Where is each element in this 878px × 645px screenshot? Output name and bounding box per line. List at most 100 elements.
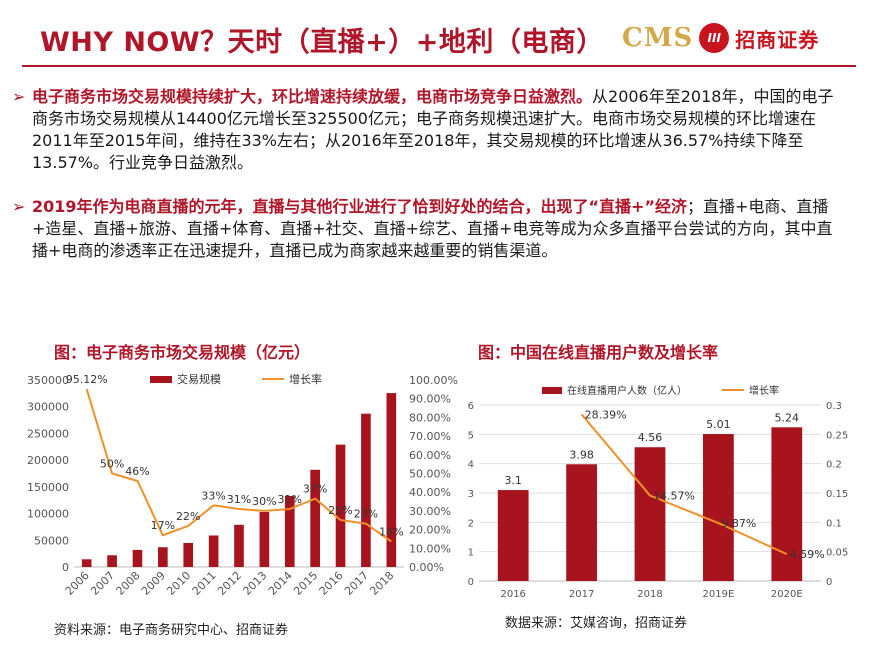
x-category-label: 2014	[266, 569, 295, 598]
right-axis-tick-label: 60.00%	[409, 449, 451, 462]
bar	[335, 444, 346, 567]
left-axis-tick-label: 2	[468, 518, 474, 529]
right-axis-tick-label: 90.00%	[409, 393, 451, 406]
bar	[107, 555, 117, 567]
bar	[158, 547, 168, 567]
x-category-label: 2020E	[771, 589, 803, 600]
bar-value-label: 3.1	[504, 474, 522, 487]
paragraph-market-scale: ➢ 电子商务市场交易规模持续扩大，环比增速持续放缓，电商市场竞争日益激烈。从20…	[12, 86, 842, 174]
left-axis-tick-label: 1	[468, 548, 474, 559]
growth-data-label: 31%	[227, 493, 251, 506]
left-chart-source: 资料来源：电子商务研究中心、招商证券	[54, 623, 289, 638]
right-chart-title: 图：中国在线直播用户数及增长率	[478, 343, 719, 362]
logo-cms-text: CMS	[622, 23, 694, 53]
live-users-chart: 0 1 2 3 4 5 6 0 0.05 0.1 0.15 0.2 0.25 0.3 3.1 3.98 4.56…	[468, 384, 849, 600]
right-axis-tick-label: 0.05	[826, 548, 848, 559]
growth-data-label: 25%	[328, 504, 352, 517]
right-axis-tick-label: 40.00%	[409, 486, 451, 499]
x-category-label: 2009	[139, 569, 168, 598]
growth-data-label: 9.87%	[721, 517, 756, 530]
left-axis-tick-label: 50000	[34, 534, 69, 547]
right-axis-tick-label: 0.1	[826, 518, 842, 529]
right-axis-tick-label: 30.00%	[409, 505, 451, 518]
left-axis-tick-label: 4	[468, 460, 474, 471]
bar	[208, 535, 219, 567]
x-category-label: 2017	[342, 569, 371, 598]
right-axis-tick-label: 20.00%	[409, 524, 451, 537]
legend-line-label: 增长率	[289, 372, 322, 386]
bar	[234, 524, 244, 567]
logo-company-name: 招商证券	[735, 27, 820, 52]
growth-data-label: 4.59%	[790, 548, 825, 561]
x-category-label: 2012	[215, 569, 244, 598]
bar	[132, 549, 143, 567]
paragraph-body: ；直播+电商、直播+造星、直播+旅游、直播+体育、直播+社交、直播+综艺、直播+…	[32, 197, 833, 260]
bar-value-label: 3.98	[569, 448, 594, 461]
growth-line	[85, 388, 392, 543]
right-axis-tick-label: 50.00%	[409, 468, 451, 481]
left-axis-tick-label: 6	[468, 401, 474, 412]
growth-data-label: 23%	[354, 508, 378, 521]
left-axis-tick-label: 3	[468, 489, 474, 500]
left-axis-tick-label: 0	[468, 577, 474, 588]
growth-data-label: 17%	[151, 519, 175, 532]
paragraph-body: 从2006年至2018年，中国的电子商务市场交易规模从14400亿元增长至325…	[32, 87, 834, 172]
bar-value-label: 5.01	[706, 418, 731, 431]
left-axis-tick-label: 200000	[27, 454, 69, 467]
paragraph-lead: 2019年作为电商直播的元年，直播与其他行业进行了恰到好处的结合，出现了“直播+…	[32, 197, 687, 216]
bar	[183, 542, 194, 567]
x-category-label: 2015	[291, 569, 320, 598]
bar	[310, 469, 320, 567]
x-category-label: 2016	[317, 569, 346, 598]
growth-data-label: 14.57%	[653, 490, 695, 503]
right-axis-tick-label: 0.15	[826, 489, 848, 500]
bar	[634, 447, 666, 581]
growth-data-label: 37%	[303, 483, 327, 496]
x-category-label: 2017	[569, 589, 594, 600]
growth-data-label: 28.39%	[585, 408, 627, 421]
right-axis-tick-label: 80.00%	[409, 411, 451, 424]
growth-data-label: 50%	[100, 458, 124, 471]
bar	[259, 511, 270, 567]
right-axis-tick-label: 10.00%	[409, 542, 451, 555]
left-axis-tick-label: 0	[62, 561, 69, 574]
x-category-label: 2018	[637, 589, 662, 600]
left-chart-title: 图：电子商务市场交易规模（亿元）	[54, 343, 311, 362]
right-axis-tick-label: 0.00%	[409, 561, 444, 574]
logo-badge-icon: III	[699, 23, 730, 53]
bar	[497, 490, 529, 581]
right-axis-tick-label: 100.00%	[409, 374, 458, 387]
legend-bar-label: 在线直播用户人数（亿人）	[567, 384, 687, 397]
growth-data-label: 46%	[125, 465, 149, 478]
bar-value-label: 4.56	[638, 431, 663, 444]
bar	[361, 413, 371, 567]
bar	[386, 393, 397, 567]
x-category-label: 2018	[367, 569, 396, 598]
legend-bar-label: 交易规模	[177, 372, 221, 386]
bar	[566, 464, 597, 581]
paragraph-live-economy: ➢ 2019年作为电商直播的元年，直播与其他行业进行了恰到好处的结合，出现了“直…	[12, 196, 842, 262]
x-category-label: 2016	[500, 589, 525, 600]
growth-data-label: 30%	[252, 495, 276, 508]
x-category-label: 2010	[164, 569, 193, 598]
bar-value-label: 5.24	[775, 411, 800, 424]
growth-data-label: 33%	[201, 489, 225, 502]
right-axis-tick-label: 70.00%	[409, 430, 451, 443]
legend-line-label: 增长率	[749, 384, 779, 397]
left-axis-tick-label: 150000	[27, 481, 69, 494]
right-axis-tick-label: 0.2	[826, 460, 842, 471]
bar	[284, 495, 295, 567]
left-axis-tick-label: 300000	[27, 401, 69, 414]
x-category-label: 2008	[114, 569, 143, 598]
bar	[81, 559, 92, 567]
bar	[771, 427, 803, 581]
x-category-label: 2019E	[703, 589, 735, 600]
growth-line	[580, 413, 788, 556]
growth-data-label: 22%	[176, 510, 200, 523]
left-axis-tick-label: 350000	[27, 374, 69, 387]
x-category-label: 2007	[88, 569, 117, 598]
x-category-label: 2011	[190, 569, 219, 598]
left-axis-tick-label: 250000	[27, 427, 69, 440]
growth-data-label: 95.12%	[66, 373, 108, 386]
left-axis-tick-label: 5	[468, 430, 474, 441]
